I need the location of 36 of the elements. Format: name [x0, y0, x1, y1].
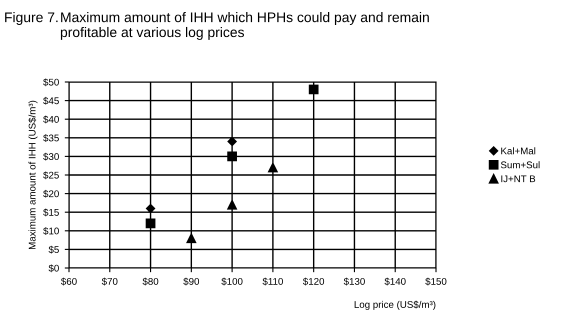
- y-tick-label: $0: [48, 264, 59, 272]
- point: [227, 200, 237, 210]
- y-axis-title: Maximum amount of IHH (US$/m³): [28, 100, 38, 250]
- y-tick-label: $30: [43, 152, 59, 161]
- legend-label: Sum+Sul: [500, 161, 540, 168]
- point: [268, 162, 278, 172]
- x-tick-label: $120: [302, 278, 324, 286]
- caption: Figure 7.: [5, 12, 58, 25]
- x-axis-title: Log price (US$/m³): [354, 300, 436, 310]
- legend-label: Kal+Mal: [501, 147, 536, 154]
- y-tick-label: $40: [43, 116, 59, 124]
- y-tick-label: $5: [48, 246, 59, 254]
- x-tick-label: $60: [60, 278, 77, 286]
- point: [227, 136, 237, 146]
- x-tick-label: $100: [221, 278, 243, 286]
- y-tick-label: $20: [43, 190, 59, 198]
- y-tick-label: $45: [43, 96, 59, 105]
- x-tick-label: $110: [262, 278, 283, 286]
- y-tick-label: $35: [43, 134, 59, 142]
- chart-title: Maximum amount of IHH which HPHs could pay and remain profitable at various log prices: [60, 12, 429, 40]
- x-tick-label: $70: [102, 278, 118, 286]
- y-tick-label: $15: [43, 208, 59, 216]
- y-tick-label: $50: [43, 78, 59, 86]
- x-tick-label: $80: [142, 278, 158, 286]
- point: [308, 84, 319, 94]
- x-tick-label: $130: [344, 278, 365, 286]
- legend-label: IJ+NT B: [501, 175, 536, 182]
- y-tick-label: $25: [43, 171, 59, 180]
- point: [227, 152, 237, 162]
- point: [146, 218, 156, 228]
- x-tick-label: $140: [384, 278, 406, 286]
- y-tick-label: $10: [43, 227, 59, 235]
- point: [186, 233, 196, 244]
- x-tick-label: $150: [425, 278, 446, 286]
- point: [146, 204, 156, 214]
- x-tick-label: $90: [183, 278, 200, 286]
